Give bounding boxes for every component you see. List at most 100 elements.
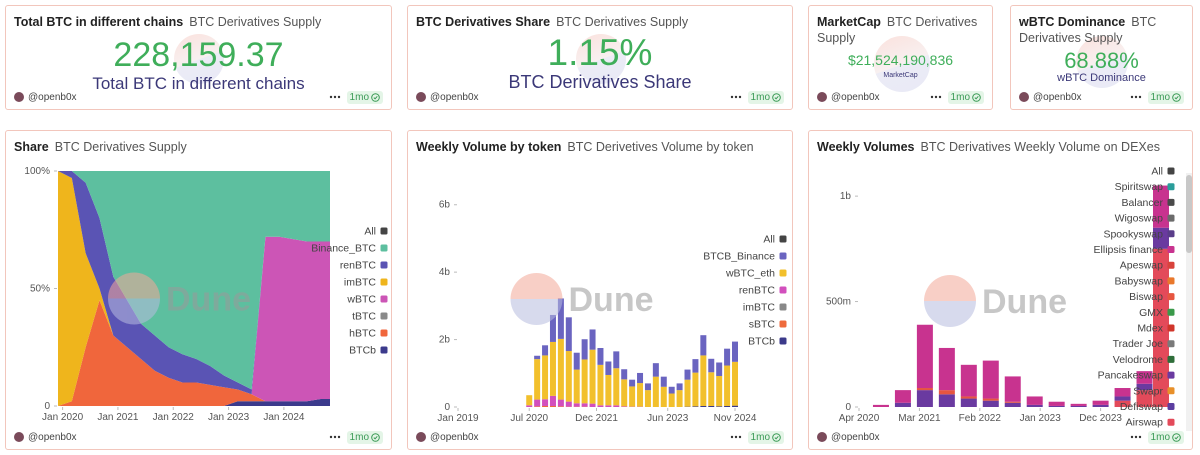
check-icon xyxy=(371,92,380,102)
legend: All BTCB_Binance wBTC_eth renBTC imBTC sBTC BT… xyxy=(703,234,787,348)
bar xyxy=(1114,400,1131,407)
legend-swatch xyxy=(779,269,787,277)
bar xyxy=(549,314,556,342)
bar xyxy=(605,374,612,406)
bar xyxy=(542,355,549,400)
bar xyxy=(652,376,659,407)
bar xyxy=(1092,404,1109,407)
legend-label: All xyxy=(1151,166,1163,178)
watermark: Dune xyxy=(108,272,251,325)
legend-swatch xyxy=(380,278,388,286)
bar xyxy=(960,396,977,399)
legend-swatch xyxy=(1167,324,1175,332)
bar xyxy=(542,405,549,407)
bar xyxy=(629,379,636,387)
bar xyxy=(916,390,933,407)
check-icon xyxy=(772,432,781,442)
legend-label: BTCB_Binance xyxy=(703,251,775,263)
counter-label: BTC Derivatives Share xyxy=(508,72,692,92)
legend-swatch xyxy=(1167,230,1175,238)
legend-label: Ellipsis finance xyxy=(1094,244,1164,256)
legend-swatch xyxy=(779,303,787,311)
bar xyxy=(692,359,699,373)
bar xyxy=(621,406,628,407)
legend-label: Spookyswap xyxy=(1103,228,1163,240)
bar xyxy=(597,364,604,406)
watermark: Dune xyxy=(510,273,654,325)
counter-card: MarketCap BTC Derivatives Supply $21,524,… xyxy=(808,5,993,110)
age: 1mo xyxy=(750,431,770,443)
bar xyxy=(938,390,955,395)
bar xyxy=(613,368,620,406)
x-tick-label: Jan 2021 xyxy=(97,412,139,423)
legend-swatch xyxy=(1167,198,1175,206)
legend-label: renBTC xyxy=(739,285,776,297)
bar xyxy=(708,405,715,407)
bar xyxy=(534,399,541,407)
dot xyxy=(329,95,332,99)
age-badge: 1mo xyxy=(1147,90,1184,104)
card-footer: @openb0x 1mo xyxy=(817,90,984,104)
dot xyxy=(1134,95,1137,99)
bar xyxy=(960,364,977,397)
dot xyxy=(934,95,937,99)
card-header: Share BTC Derivatives Supply xyxy=(14,139,383,155)
bar xyxy=(1136,371,1153,384)
footer-right: 1mo xyxy=(1130,430,1184,444)
legend-swatch xyxy=(1167,277,1175,285)
bar xyxy=(597,348,604,365)
x-tick-label: Apr 2020 xyxy=(839,413,880,424)
x-tick-label: Jan 2020 xyxy=(42,412,84,423)
area xyxy=(58,300,330,406)
chart-title: Share xyxy=(14,140,49,154)
age-badge: 1mo xyxy=(747,430,784,444)
scrollbar-track xyxy=(1186,173,1192,431)
bar xyxy=(960,398,977,407)
legend-label: Trader Joe xyxy=(1113,338,1164,350)
bar xyxy=(1026,396,1043,405)
legend-swatch xyxy=(779,235,787,243)
more-menu xyxy=(730,95,741,99)
author: @openb0x xyxy=(430,91,479,103)
counter-value: 228,159.37 xyxy=(113,36,284,74)
legend-swatch xyxy=(380,312,388,320)
chart: 0 500m 1b Apr 2020 Mar 2021 Feb 2022 Jan 2023 D… xyxy=(826,166,1192,431)
bar xyxy=(716,406,723,407)
bar xyxy=(1004,376,1021,402)
area xyxy=(58,398,330,406)
check-ring xyxy=(772,92,781,102)
bar xyxy=(637,383,644,407)
dot xyxy=(1138,435,1141,439)
author: @openb0x xyxy=(28,91,77,103)
dot xyxy=(734,435,737,439)
card-header: Weekly Volume by token BTC Derivetives Vo… xyxy=(416,139,784,155)
bar xyxy=(534,359,541,400)
bar xyxy=(1070,405,1087,407)
watermark-logo xyxy=(108,272,160,325)
legend-swatch xyxy=(380,295,388,303)
bar xyxy=(542,345,549,356)
legend-label: All xyxy=(763,234,775,246)
legend-label: Wigoswap xyxy=(1115,213,1164,225)
bar xyxy=(557,298,564,339)
legend-swatch xyxy=(779,286,787,294)
bar xyxy=(581,339,588,360)
x-tick-label: Jul 2020 xyxy=(510,413,548,424)
age: 1mo xyxy=(950,91,970,103)
watermark-logo xyxy=(510,273,563,325)
legend-label: Babyswap xyxy=(1115,275,1164,287)
legend-label: Biswap xyxy=(1129,291,1163,303)
legend-label: renBTC xyxy=(340,260,377,272)
counter-value: 68.88% xyxy=(1064,48,1139,73)
chart-subtitle: BTC Derivatives Weekly Volume on DEXes xyxy=(920,140,1160,154)
bar xyxy=(565,351,572,402)
footer-right: 1mo xyxy=(329,430,383,444)
y-tick-label: 4b xyxy=(439,267,451,278)
counter-label: MarketCap xyxy=(883,72,918,79)
chart-subtitle: BTC Derivetives Volume by token xyxy=(567,140,754,154)
dot xyxy=(333,435,336,439)
bar xyxy=(660,376,667,387)
logo xyxy=(874,36,930,92)
dot xyxy=(337,95,340,99)
card-subtitle: BTC Derivatives Supply xyxy=(1019,15,1157,45)
